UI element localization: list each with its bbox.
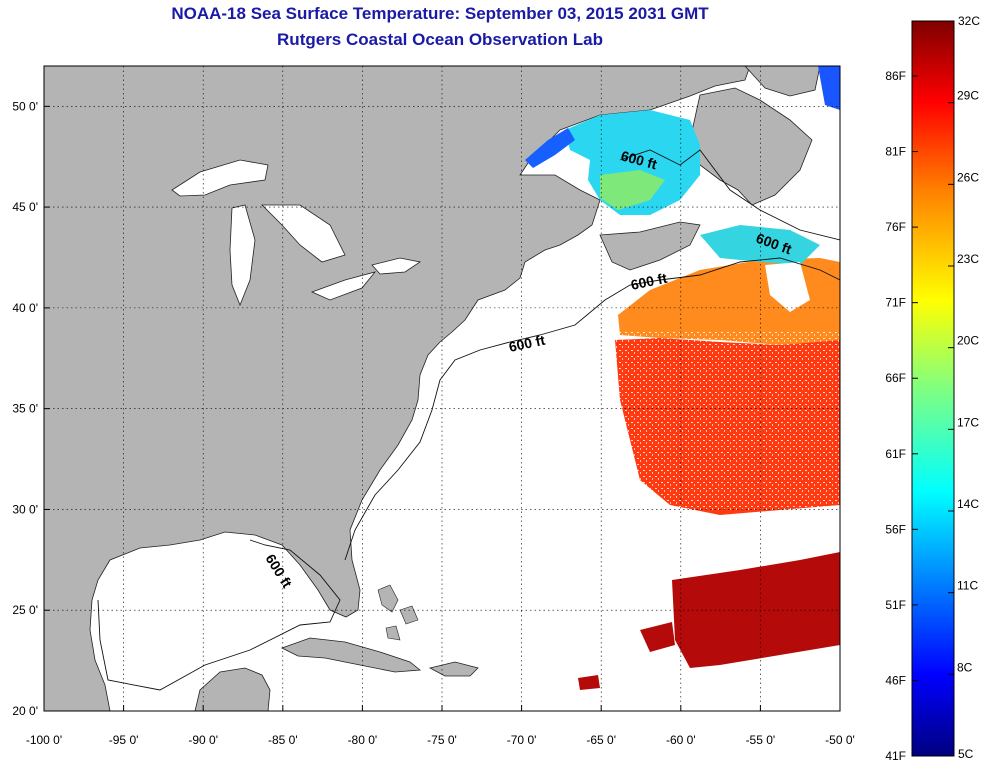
colorbar-fahrenheit-label: 51F bbox=[885, 598, 906, 612]
colorbar-celsius-labels: 32C 29C 26C 23C 20C 17C 14C 11C 8C 5C bbox=[948, 14, 980, 761]
colorbar-celsius-label: 17C bbox=[957, 415, 979, 429]
y-tick-label: 35 0' bbox=[12, 402, 38, 416]
colorbar-celsius-label: 32C bbox=[958, 14, 980, 28]
sst-northeast-cyan bbox=[700, 225, 820, 265]
colorbar-fahrenheit-label: 41F bbox=[885, 749, 906, 763]
x-tick-label: -65 0' bbox=[586, 733, 616, 747]
gulf-green-water bbox=[600, 170, 665, 210]
colorbar-celsius-label: 11C bbox=[957, 579, 978, 593]
sst-southern-small bbox=[578, 622, 675, 690]
colorbar-fahrenheit-label: 66F bbox=[885, 371, 906, 385]
land-north-america bbox=[44, 66, 751, 711]
sst-far-northeast-blue bbox=[818, 66, 840, 110]
x-tick-label: -55 0' bbox=[746, 733, 776, 747]
colorbar-fahrenheit-label: 86F bbox=[885, 69, 906, 83]
x-tick-label: -90 0' bbox=[188, 733, 218, 747]
land-bahamas bbox=[377, 584, 419, 641]
gulf-st-lawrence-water bbox=[565, 110, 700, 215]
contour-label: 600 ft bbox=[629, 270, 668, 293]
y-tick-label: 25 0' bbox=[12, 603, 38, 617]
colorbar-celsius-label: 29C bbox=[957, 89, 979, 103]
y-tick-label: 45 0' bbox=[12, 200, 38, 214]
y-tick-label: 30 0' bbox=[12, 502, 38, 516]
x-tick-label: -75 0' bbox=[427, 733, 457, 747]
colorbar-celsius-label: 26C bbox=[957, 170, 979, 184]
land-nova-scotia bbox=[599, 221, 701, 271]
x-tick-label: -95 0' bbox=[109, 733, 139, 747]
y-axis-labels: 50 0' 45 0' 40 0' 35 0' 30 0' 25 0' 20 0' bbox=[12, 99, 50, 718]
colorbar-fahrenheit-label: 71F bbox=[885, 296, 906, 310]
x-tick-label: -50 0' bbox=[825, 733, 855, 747]
y-tick-label: 20 0' bbox=[12, 704, 38, 718]
colorbar-fahrenheit-labels: 86F 81F 76F 71F 66F 61F 56F 51F 46F 41F bbox=[885, 69, 918, 763]
colorbar-fahrenheit-label: 81F bbox=[885, 145, 906, 159]
map-plot-area: 600 ft 600 ft 600 ft 600 ft 600 ft bbox=[44, 66, 840, 711]
x-tick-label: -80 0' bbox=[348, 733, 378, 747]
land-labrador bbox=[744, 66, 821, 97]
land-cuba bbox=[280, 637, 422, 673]
colorbar-celsius-label: 5C bbox=[958, 747, 974, 761]
map-subtitle: Rutgers Coastal Ocean Observation Lab bbox=[277, 30, 603, 49]
colorbar-celsius-label: 20C bbox=[957, 334, 979, 348]
sst-cold-patch bbox=[765, 262, 810, 312]
colorbar bbox=[911, 20, 955, 757]
x-tick-label: -60 0' bbox=[666, 733, 696, 747]
x-tick-label: -100 0' bbox=[26, 733, 62, 747]
x-axis-labels: -100 0' -95 0' -90 0' -85 0' -80 0' -75 0' -70… bbox=[26, 705, 855, 747]
colorbar-celsius-label: 23C bbox=[957, 252, 979, 266]
colorbar-celsius-label: 8C bbox=[957, 660, 973, 674]
colorbar-celsius-label: 14C bbox=[957, 497, 979, 511]
st-lawrence-channel bbox=[525, 128, 575, 168]
colorbar-fahrenheit-label: 61F bbox=[885, 447, 906, 461]
colorbar-fahrenheit-label: 76F bbox=[885, 220, 906, 234]
y-tick-label: 40 0' bbox=[12, 301, 38, 315]
map-title: NOAA-18 Sea Surface Temperature: Septemb… bbox=[171, 4, 709, 23]
contour-600ft-line bbox=[97, 257, 840, 691]
contour-600ft-upper bbox=[619, 149, 840, 241]
x-tick-label: -85 0' bbox=[268, 733, 298, 747]
colorbar-fahrenheit-label: 56F bbox=[885, 522, 906, 536]
colorbar-fahrenheit-label: 46F bbox=[885, 673, 906, 687]
contour-label: 600 ft bbox=[507, 332, 546, 355]
x-tick-label: -70 0' bbox=[507, 733, 537, 747]
y-tick-label: 50 0' bbox=[12, 99, 38, 113]
